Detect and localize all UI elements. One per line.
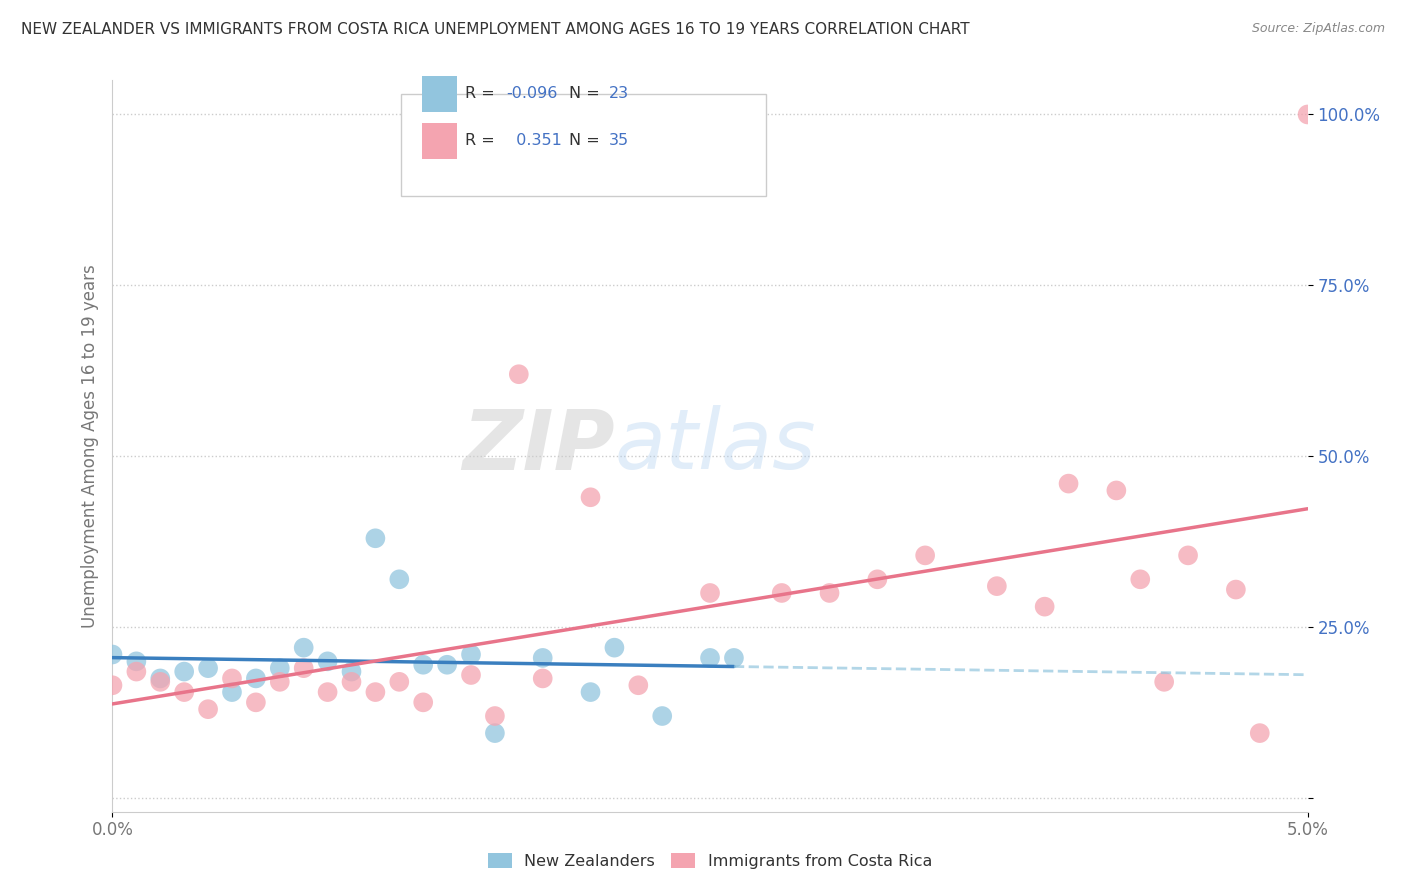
- Point: [1153, 674, 1175, 689]
- Text: 23: 23: [609, 87, 628, 101]
- Point: [436, 657, 458, 672]
- Point: [316, 654, 339, 668]
- Point: [818, 586, 841, 600]
- Point: [388, 674, 411, 689]
- Point: [484, 709, 506, 723]
- Point: [579, 490, 602, 504]
- Point: [101, 648, 124, 662]
- Point: [699, 651, 721, 665]
- Point: [316, 685, 339, 699]
- Point: [340, 674, 363, 689]
- Point: [460, 668, 482, 682]
- Point: [603, 640, 626, 655]
- Point: [484, 726, 506, 740]
- Point: [388, 572, 411, 586]
- Point: [292, 661, 315, 675]
- Point: [986, 579, 1008, 593]
- Point: [1249, 726, 1271, 740]
- Point: [221, 672, 243, 686]
- Point: [460, 648, 482, 662]
- Text: 35: 35: [609, 134, 628, 148]
- Point: [245, 672, 267, 686]
- Point: [173, 665, 195, 679]
- Text: Source: ZipAtlas.com: Source: ZipAtlas.com: [1251, 22, 1385, 36]
- Text: 0.351: 0.351: [506, 134, 562, 148]
- Point: [340, 665, 363, 679]
- Point: [269, 661, 291, 675]
- Point: [866, 572, 889, 586]
- Point: [101, 678, 124, 692]
- Point: [125, 654, 148, 668]
- Y-axis label: Unemployment Among Ages 16 to 19 years: Unemployment Among Ages 16 to 19 years: [80, 264, 98, 628]
- Point: [292, 640, 315, 655]
- Point: [1225, 582, 1247, 597]
- Point: [531, 672, 554, 686]
- Point: [1296, 107, 1319, 121]
- Point: [651, 709, 673, 723]
- Text: -0.096: -0.096: [506, 87, 558, 101]
- Text: N =: N =: [569, 134, 606, 148]
- Point: [723, 651, 745, 665]
- Point: [412, 695, 434, 709]
- Point: [364, 685, 387, 699]
- Point: [125, 665, 148, 679]
- Point: [245, 695, 267, 709]
- Point: [197, 661, 219, 675]
- Point: [627, 678, 650, 692]
- Point: [1105, 483, 1128, 498]
- Text: R =: R =: [465, 87, 501, 101]
- Point: [1177, 549, 1199, 563]
- Point: [412, 657, 434, 672]
- Point: [508, 368, 530, 382]
- Legend: New Zealanders, Immigrants from Costa Rica: New Zealanders, Immigrants from Costa Ri…: [479, 846, 941, 877]
- Text: NEW ZEALANDER VS IMMIGRANTS FROM COSTA RICA UNEMPLOYMENT AMONG AGES 16 TO 19 YEA: NEW ZEALANDER VS IMMIGRANTS FROM COSTA R…: [21, 22, 970, 37]
- Point: [579, 685, 602, 699]
- Point: [221, 685, 243, 699]
- Text: atlas: atlas: [614, 406, 815, 486]
- Point: [1129, 572, 1152, 586]
- Point: [1057, 476, 1080, 491]
- Point: [914, 549, 936, 563]
- Point: [364, 531, 387, 545]
- Point: [149, 672, 172, 686]
- Point: [149, 674, 172, 689]
- Point: [269, 674, 291, 689]
- Point: [197, 702, 219, 716]
- Point: [770, 586, 793, 600]
- Point: [699, 586, 721, 600]
- Text: ZIP: ZIP: [461, 406, 614, 486]
- Text: R =: R =: [465, 134, 501, 148]
- Text: N =: N =: [569, 87, 606, 101]
- Point: [1033, 599, 1056, 614]
- Point: [173, 685, 195, 699]
- Point: [531, 651, 554, 665]
